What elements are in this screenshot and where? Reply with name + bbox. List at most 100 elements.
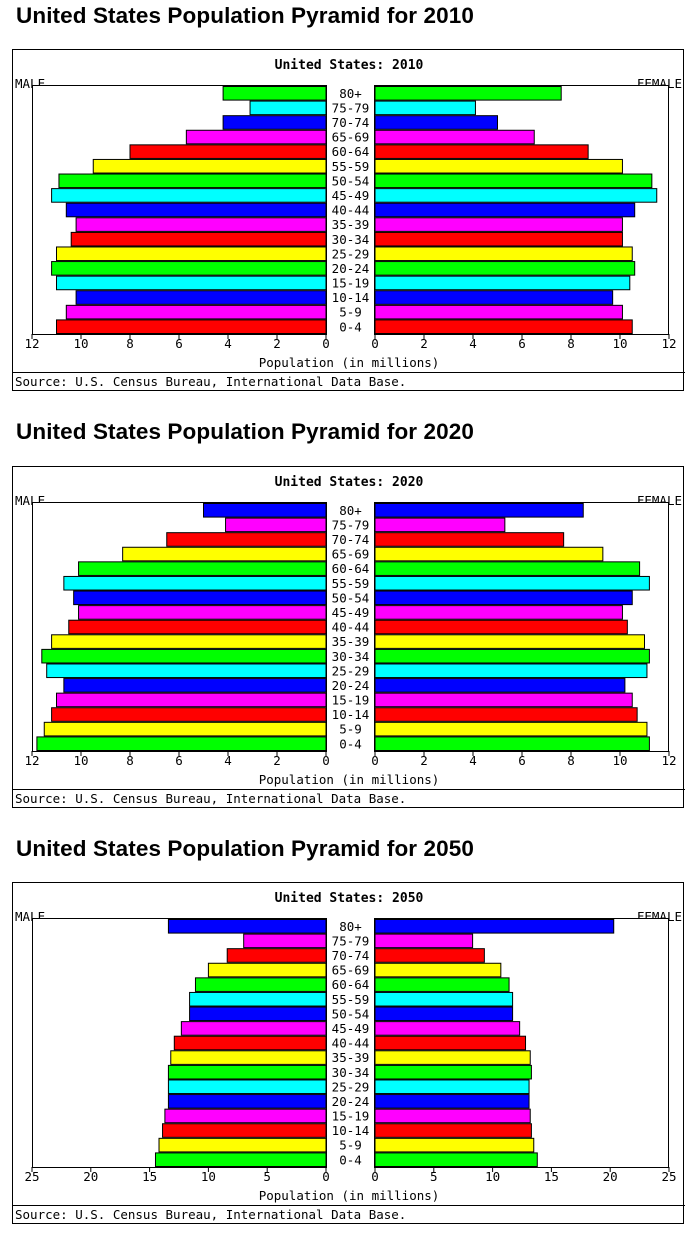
female-bar [374,1137,535,1153]
source-note: Source: U.S. Census Bureau, Internationa… [15,791,406,806]
age-group-label: 40-44 [332,203,370,218]
male-bar [58,173,327,189]
male-bar [167,1094,327,1109]
female-bar [374,1006,514,1022]
source-note: Source: U.S. Census Bureau, Internationa… [15,374,406,389]
female-tick-label: 10 [612,336,627,351]
male-bar [73,590,327,606]
male-tick-label: 4 [224,753,232,768]
male-bar [68,619,327,635]
male-bar [162,1123,327,1138]
male-tick-label: 6 [175,753,183,768]
female-bar [374,261,636,276]
female-tick-label: 5 [430,1169,438,1184]
age-group-label: 75-79 [332,100,370,115]
age-group-label: 50-54 [332,590,370,605]
male-bar [70,231,327,247]
chart-heading-2020: United States Population Pyramid for 202… [16,419,474,444]
age-group-label: 30-34 [332,1065,370,1080]
male-bar [243,933,327,949]
female-bar [374,144,589,159]
male-tick-label: 0 [322,336,330,351]
female-bar [374,86,562,101]
chart-heading-2050: United States Population Pyramid for 205… [16,836,474,861]
chart-heading-2010: United States Population Pyramid for 201… [16,3,474,28]
age-group-label: 45-49 [332,188,370,203]
chart-title: United States: 2020 [275,475,424,490]
x-axis-label: Population (in millions) [259,355,440,370]
age-group-label: 15-19 [332,276,370,291]
male-bar [51,634,327,649]
male-tick-label: 15 [142,1169,157,1184]
male-bar [189,1006,327,1022]
female-tick-label: 8 [567,336,575,351]
female-bar [374,575,650,591]
age-group-label: 55-59 [332,576,370,591]
age-group-label: 75-79 [332,933,370,948]
male-bar [194,977,327,992]
male-bar [51,188,327,203]
male-bar [122,546,327,562]
age-group-label: 25-29 [332,663,370,678]
male-tick-label: 0 [322,753,330,768]
age-group-label: 70-74 [332,115,370,130]
female-bar [374,319,633,335]
male-bar [56,246,327,262]
female-bar [374,736,650,752]
age-group-label: 60-64 [332,561,370,576]
female-tick-label: 2 [420,336,428,351]
male-tick-label: 25 [24,1169,39,1184]
age-group-label: 5-9 [339,722,362,737]
male-tick-label: 0 [322,1169,330,1184]
female-bar [374,173,653,189]
pyramid-panel-2020: United States: 2020 MALE FEMALE 80+ 75-79 70-… [12,466,685,808]
female-bar [374,217,623,232]
age-group-label: 20-24 [332,261,370,276]
female-bar [374,1094,530,1109]
female-bar [374,532,565,547]
age-group-label: 0-4 [339,736,362,751]
male-tick-label: 2 [273,336,281,351]
age-group-label: 75-79 [332,517,370,532]
male-tick-label: 10 [73,336,88,351]
female-bar [374,991,514,1007]
female-bar [374,517,506,533]
x-axis-label: Population (in millions) [259,772,440,787]
male-bar [65,202,327,218]
age-group-label: 65-69 [332,130,370,145]
pyramid-panel-2050: United States: 2050 MALE FEMALE 80+ 75-79 70-… [12,882,685,1224]
male-bar [249,100,327,116]
source-note: Source: U.S. Census Bureau, Internationa… [15,1207,406,1222]
male-tick-label: 8 [126,753,134,768]
age-group-label: 30-34 [332,649,370,664]
age-group-label: 55-59 [332,159,370,174]
male-tick-label: 5 [263,1169,271,1184]
female-bar [374,663,648,679]
male-bar [129,144,327,159]
age-group-label: 50-54 [332,1006,370,1021]
female-bar [374,202,636,218]
male-bar [167,919,327,934]
male-bar [225,517,327,533]
female-bar [374,304,623,320]
female-tick-label: 12 [661,753,676,768]
age-group-label: 30-34 [332,232,370,247]
female-tick-label: 12 [661,336,676,351]
age-group-label: 45-49 [332,1021,370,1036]
age-group-label: 80+ [339,503,362,518]
female-bar [374,1123,532,1138]
male-bar [226,948,327,963]
female-tick-label: 6 [518,336,526,351]
female-bar [374,115,498,130]
female-bar [374,1064,532,1080]
age-group-label: 65-69 [332,547,370,562]
female-bar [374,634,645,649]
female-bar [374,948,485,963]
male-bar [207,962,327,978]
male-bar [173,1035,327,1051]
female-bar [374,692,633,708]
age-group-label: 60-64 [332,144,370,159]
age-group-label: 55-59 [332,992,370,1007]
male-bar [180,1021,327,1036]
